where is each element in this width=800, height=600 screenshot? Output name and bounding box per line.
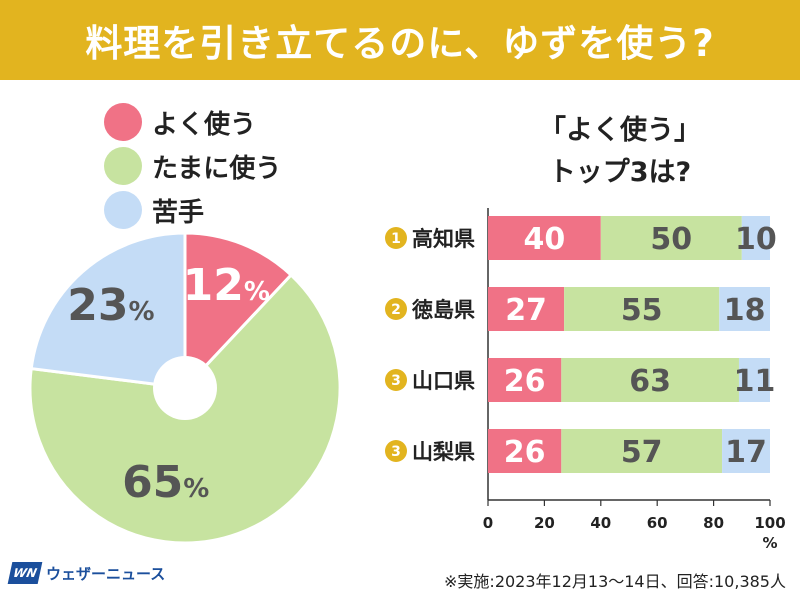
bar-value-label: 26 bbox=[504, 364, 546, 399]
bar-value-label: 11 bbox=[734, 364, 776, 399]
legend-item-sometimes: たまに使う bbox=[104, 144, 281, 188]
pie-slice-label: 65% bbox=[122, 457, 209, 508]
legend-swatch-dislike bbox=[104, 191, 142, 229]
bar-segment bbox=[564, 287, 720, 331]
pie-chart: 12% 65% 23% bbox=[28, 231, 342, 545]
bar-segment bbox=[741, 216, 770, 260]
bar-value-label: 10 bbox=[735, 222, 777, 257]
pie-slice bbox=[29, 231, 187, 390]
bar-segment bbox=[600, 216, 742, 260]
bar-value-label: 18 bbox=[724, 293, 766, 328]
legend-swatch-often bbox=[104, 103, 142, 141]
bar-segment bbox=[488, 358, 562, 402]
rank-badge bbox=[385, 227, 407, 249]
x-tick-label: 80 bbox=[703, 514, 724, 532]
rank-badge bbox=[385, 440, 407, 462]
legend-swatch-sometimes bbox=[104, 147, 142, 185]
category-label: 山梨県 bbox=[412, 440, 475, 464]
bar-segment bbox=[561, 429, 723, 473]
pie-slice-label: 12% bbox=[183, 260, 270, 311]
bar-chart-title-line2: トップ3は? bbox=[548, 157, 692, 188]
logo-mark: WN bbox=[7, 562, 43, 584]
logo-text: ウェザーニュース bbox=[46, 564, 166, 583]
category-label: 徳島県 bbox=[411, 298, 475, 322]
bar-segment bbox=[738, 358, 770, 402]
bar-segment bbox=[488, 287, 565, 331]
bar-segment bbox=[719, 287, 770, 331]
legend: よく使う たまに使う 苦手 bbox=[104, 100, 281, 232]
bar-value-label: 40 bbox=[524, 222, 566, 257]
bar-segment bbox=[488, 216, 601, 260]
survey-note: ※実施:2023年12月13〜14日、回答:10,385人 bbox=[444, 572, 786, 591]
x-unit-label: % bbox=[762, 534, 777, 552]
bar-value-label: 57 bbox=[621, 435, 663, 470]
x-tick-label: 40 bbox=[590, 514, 611, 532]
bar-segment bbox=[561, 358, 739, 402]
bar-value-label: 63 bbox=[629, 364, 671, 399]
legend-label-dislike: 苦手 bbox=[152, 197, 205, 228]
pie-slice bbox=[183, 231, 294, 392]
x-tick-label: 60 bbox=[647, 514, 668, 532]
legend-label-often: よく使う bbox=[152, 109, 257, 140]
legend-label-sometimes: たまに使う bbox=[152, 153, 282, 184]
page-title: 料理を引き立てるのに、ゆずを使う? bbox=[85, 22, 715, 65]
category-label: 高知県 bbox=[412, 227, 475, 251]
bar-segment bbox=[722, 429, 770, 473]
category-label: 山口県 bbox=[412, 369, 475, 393]
rank-badge-number: 3 bbox=[391, 444, 401, 460]
stacked-bar-chart: 0 20 40 60 80 100% 1 高知県 40 50 10 2 徳島県 27 55 18 3 山口県 26 6… bbox=[385, 208, 786, 552]
bar-value-label: 26 bbox=[504, 435, 546, 470]
bar-value-label: 55 bbox=[621, 293, 663, 328]
legend-item-dislike: 苦手 bbox=[104, 188, 281, 232]
bar-chart-title: 「よく使う」 トップ3は? bbox=[520, 110, 720, 194]
bar-segment bbox=[488, 429, 562, 473]
title-bar: 料理を引き立てるのに、ゆずを使う? bbox=[0, 0, 800, 80]
bar-value-label: 27 bbox=[505, 293, 547, 328]
bar-value-label: 17 bbox=[725, 435, 767, 470]
pie-center-hole bbox=[153, 356, 217, 420]
weathernews-logo: WN ウェザーニュース bbox=[7, 562, 166, 584]
rank-badge-number: 3 bbox=[391, 373, 401, 389]
x-tick-label: 100 bbox=[754, 514, 785, 532]
rank-badge-number: 1 bbox=[391, 231, 401, 247]
rank-badge bbox=[385, 298, 407, 320]
x-tick-label: 0 bbox=[483, 514, 493, 532]
rank-badge-number: 2 bbox=[391, 302, 401, 318]
rank-badge bbox=[385, 369, 407, 391]
bar-value-label: 50 bbox=[650, 222, 692, 257]
bar-chart-title-line1: 「よく使う」 bbox=[539, 115, 701, 146]
pie-slice-label: 23% bbox=[67, 280, 154, 331]
x-tick-label: 20 bbox=[534, 514, 555, 532]
legend-item-often: よく使う bbox=[104, 100, 281, 144]
